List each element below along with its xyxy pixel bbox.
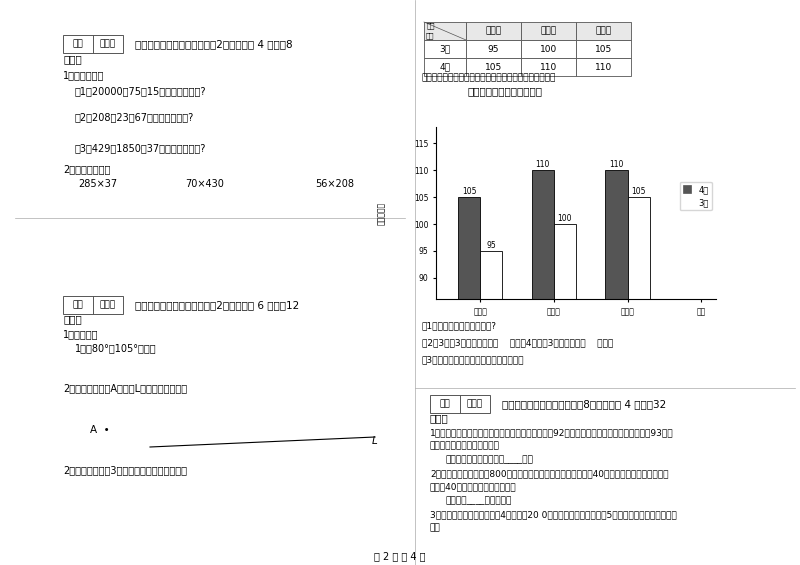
Bar [424,40,466,58]
Bar [466,40,521,58]
Bar [466,58,521,76]
Text: （2）208乘23与67的和，积是多少?: （2）208乘23与67的和，积是多少? [75,112,194,122]
Text: 1．操作题：: 1．操作题： [63,329,98,339]
Bar [521,22,576,40]
Text: 得分: 得分 [73,301,83,310]
Text: 年级: 年级 [427,23,435,29]
Text: 110: 110 [536,160,550,169]
Text: 答：第三单元语文测验是____分。: 答：第三单元语文测验是____分。 [445,455,533,464]
Bar [554,224,576,565]
Text: 分）。: 分）。 [430,413,449,423]
Text: 56×208: 56×208 [315,179,354,189]
Text: 答：两车____小时相遇。: 答：两车____小时相遇。 [445,497,511,506]
Bar [576,22,631,40]
Text: 六、应用知识，解决问题（共8小题，每题 4 分，共32: 六、应用知识，解决问题（共8小题，每题 4 分，共32 [502,399,666,409]
Text: （1）哪个年级春季植树最多?: （1）哪个年级春季植树最多? [422,321,497,331]
Text: （3）还能提出哪些问题？试着解决一下。: （3）还能提出哪些问题？试着解决一下。 [422,355,525,364]
Bar [576,58,631,76]
Text: （2）3月份3个年级共植树（    ）棵，4月份比3月份多植树（    ）棵。: （2）3月份3个年级共植树（ ）棵，4月份比3月份多植树（ ）棵。 [422,338,614,347]
Text: 110: 110 [595,63,612,72]
Text: 3月: 3月 [439,45,450,54]
Text: 1．李红这学期前三个单元的语文单元测验平均分是92分，前两个单元语文测验的平均分是93分，: 1．李红这学期前三个单元的语文单元测验平均分是92分，前两个单元语文测验的平均分… [430,428,674,437]
Text: 2．下面是某小学3个年级植树情况的统计表。: 2．下面是某小学3个年级植树情况的统计表。 [63,465,187,475]
Y-axis label: 数量（棵）: 数量（棵） [377,202,386,225]
Text: 月份: 月份 [426,33,434,40]
Text: 六年级: 六年级 [595,27,611,36]
Text: A  •: A • [90,425,110,435]
Text: 得分: 得分 [440,399,450,408]
Bar [627,197,650,565]
Legend: 4月, 3月: 4月, 3月 [680,181,712,211]
Text: （1）20000减75乘15的积，差是多少?: （1）20000减75乘15的积，差是多少? [75,86,206,96]
Text: 100: 100 [558,214,572,223]
Bar [576,40,631,58]
Text: 95: 95 [486,241,496,250]
Text: 根据统计表信息完成下面的统计图，并回答下面的问题。: 根据统计表信息完成下面的统计图，并回答下面的问题。 [422,73,556,82]
Bar [480,251,502,565]
Text: 285×37: 285×37 [78,179,117,189]
Text: 110: 110 [540,63,557,72]
Text: 棵？: 棵？ [430,524,441,532]
Text: 105: 105 [631,187,646,196]
Text: 四、看清题目，细心计算（共2小题，每题 4 分，共8: 四、看清题目，细心计算（共2小题，每题 4 分，共8 [135,39,293,49]
Bar [606,170,627,565]
Bar [63,296,123,314]
Text: 某小学春季植树情况统计图: 某小学春季植树情况统计图 [467,86,542,96]
Text: 105: 105 [485,63,502,72]
Text: 110: 110 [610,160,624,169]
Text: L: L [372,436,378,446]
Text: 五、认真思考，综合能力（共2小题，每题 6 分，共12: 五、认真思考，综合能力（共2小题，每题 6 分，共12 [135,300,299,310]
Text: 2．过直线外一点A町直线L的平行线和垂线。: 2．过直线外一点A町直线L的平行线和垂线。 [63,383,187,393]
Bar [63,35,123,53]
Text: 分）。: 分）。 [63,314,82,324]
Text: 得分: 得分 [73,40,83,49]
Text: 105: 105 [462,187,477,196]
Text: 105: 105 [595,45,612,54]
Text: 评卷人: 评卷人 [467,399,483,408]
Text: 第 2 页 公 4 页: 第 2 页 公 4 页 [374,551,426,561]
Text: 3．同学们到售货滩挖树苗，4个小组挦20 0棵，照这样计算，又来了5个小组，一共可挖树苗多少: 3．同学们到售货滩挖树苗，4个小组挦20 0棵，照这样计算，又来了5个小组，一共… [430,511,677,519]
Text: 每小时40千米，两车几小时相遇？: 每小时40千米，两车几小时相遇？ [430,483,517,492]
Text: 评卷人: 评卷人 [100,40,116,49]
Text: 评卷人: 评卷人 [100,301,116,310]
Text: 分）。: 分）。 [63,54,82,64]
Text: 第三单元语文测验是多少分？: 第三单元语文测验是多少分？ [430,441,500,450]
Text: 95: 95 [488,45,499,54]
Bar [424,22,466,40]
Bar [521,40,576,58]
Text: 4月: 4月 [439,63,450,72]
Text: 70×430: 70×430 [185,179,224,189]
Bar [458,197,480,565]
Text: 1．列式计算。: 1．列式计算。 [63,70,104,80]
Bar [521,58,576,76]
Text: （3）429加1850与37的商，和是多少?: （3）429加1850与37的商，和是多少? [75,143,206,153]
Bar [424,58,466,76]
Text: 2．小汽车和卡车从相距800千米的两地同时相向而行，在离中点40千米的地方相遇。已知卡车: 2．小汽车和卡车从相距800千米的两地同时相向而行，在离中点40千米的地方相遇。… [430,470,669,479]
Text: 100: 100 [540,45,557,54]
Text: 1、由80°，105°的角。: 1、由80°，105°的角。 [75,343,157,353]
Text: 四年级: 四年级 [486,27,502,36]
Text: 2．用笖式计算。: 2．用笖式计算。 [63,164,110,174]
Bar [532,170,554,565]
Bar [466,22,521,40]
Bar [430,395,490,413]
Text: 五年级: 五年级 [541,27,557,36]
